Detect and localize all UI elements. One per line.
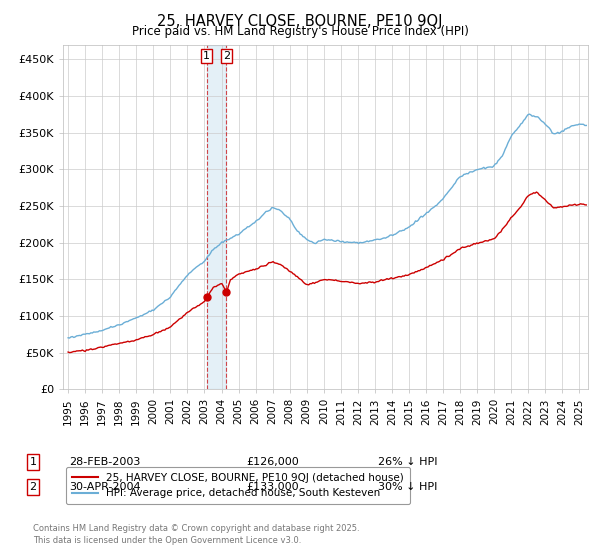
Text: 2: 2 bbox=[223, 51, 230, 61]
Text: Contains HM Land Registry data © Crown copyright and database right 2025.
This d: Contains HM Land Registry data © Crown c… bbox=[33, 524, 359, 545]
Text: 30-APR-2004: 30-APR-2004 bbox=[69, 482, 140, 492]
Bar bbox=[206, 45, 226, 389]
Text: 26% ↓ HPI: 26% ↓ HPI bbox=[378, 457, 437, 467]
Text: £133,000: £133,000 bbox=[246, 482, 299, 492]
Text: 2: 2 bbox=[29, 482, 37, 492]
Text: 25, HARVEY CLOSE, BOURNE, PE10 9QJ: 25, HARVEY CLOSE, BOURNE, PE10 9QJ bbox=[157, 14, 443, 29]
Text: 28-FEB-2003: 28-FEB-2003 bbox=[69, 457, 140, 467]
Text: 1: 1 bbox=[203, 51, 210, 61]
Text: 1: 1 bbox=[29, 457, 37, 467]
Text: Price paid vs. HM Land Registry's House Price Index (HPI): Price paid vs. HM Land Registry's House … bbox=[131, 25, 469, 38]
Text: £126,000: £126,000 bbox=[246, 457, 299, 467]
Legend: 25, HARVEY CLOSE, BOURNE, PE10 9QJ (detached house), HPI: Average price, detache: 25, HARVEY CLOSE, BOURNE, PE10 9QJ (deta… bbox=[65, 466, 410, 505]
Text: 30% ↓ HPI: 30% ↓ HPI bbox=[378, 482, 437, 492]
